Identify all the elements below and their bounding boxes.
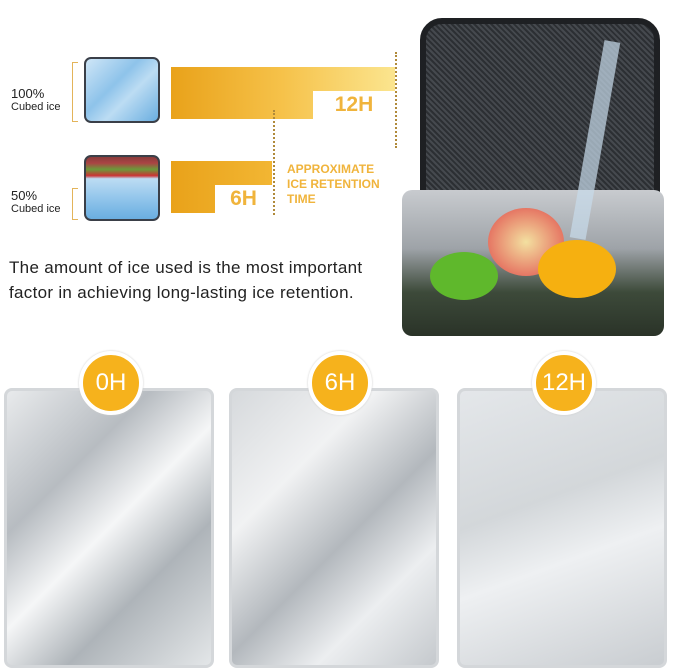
guide-line	[395, 52, 397, 148]
time-badge: 0H	[79, 351, 143, 415]
legend-text: APPROXIMATE ICE RETENTION TIME	[287, 162, 380, 206]
sub-label: Cubed ice	[11, 203, 61, 215]
description: The amount of ice used is the most impor…	[9, 258, 363, 302]
time-badge: 12H	[532, 351, 596, 415]
percent-label: 100%	[11, 86, 45, 101]
ice-container-half	[84, 155, 160, 221]
sub-label: Cubed ice	[11, 101, 61, 113]
cooler-bag-photo	[402, 0, 668, 336]
hours-label: 6H	[215, 185, 272, 213]
time-badge: 6H	[308, 351, 372, 415]
hours-label: 12H	[313, 91, 395, 119]
ice-panel-12h	[457, 388, 667, 668]
bracket	[72, 188, 78, 220]
guide-line	[273, 110, 275, 215]
ice-panel-6h	[229, 388, 439, 668]
percent-label: 50%	[11, 188, 38, 203]
bracket	[72, 62, 78, 122]
ice-container-full	[84, 57, 160, 123]
ice-panel-0h	[4, 388, 214, 668]
